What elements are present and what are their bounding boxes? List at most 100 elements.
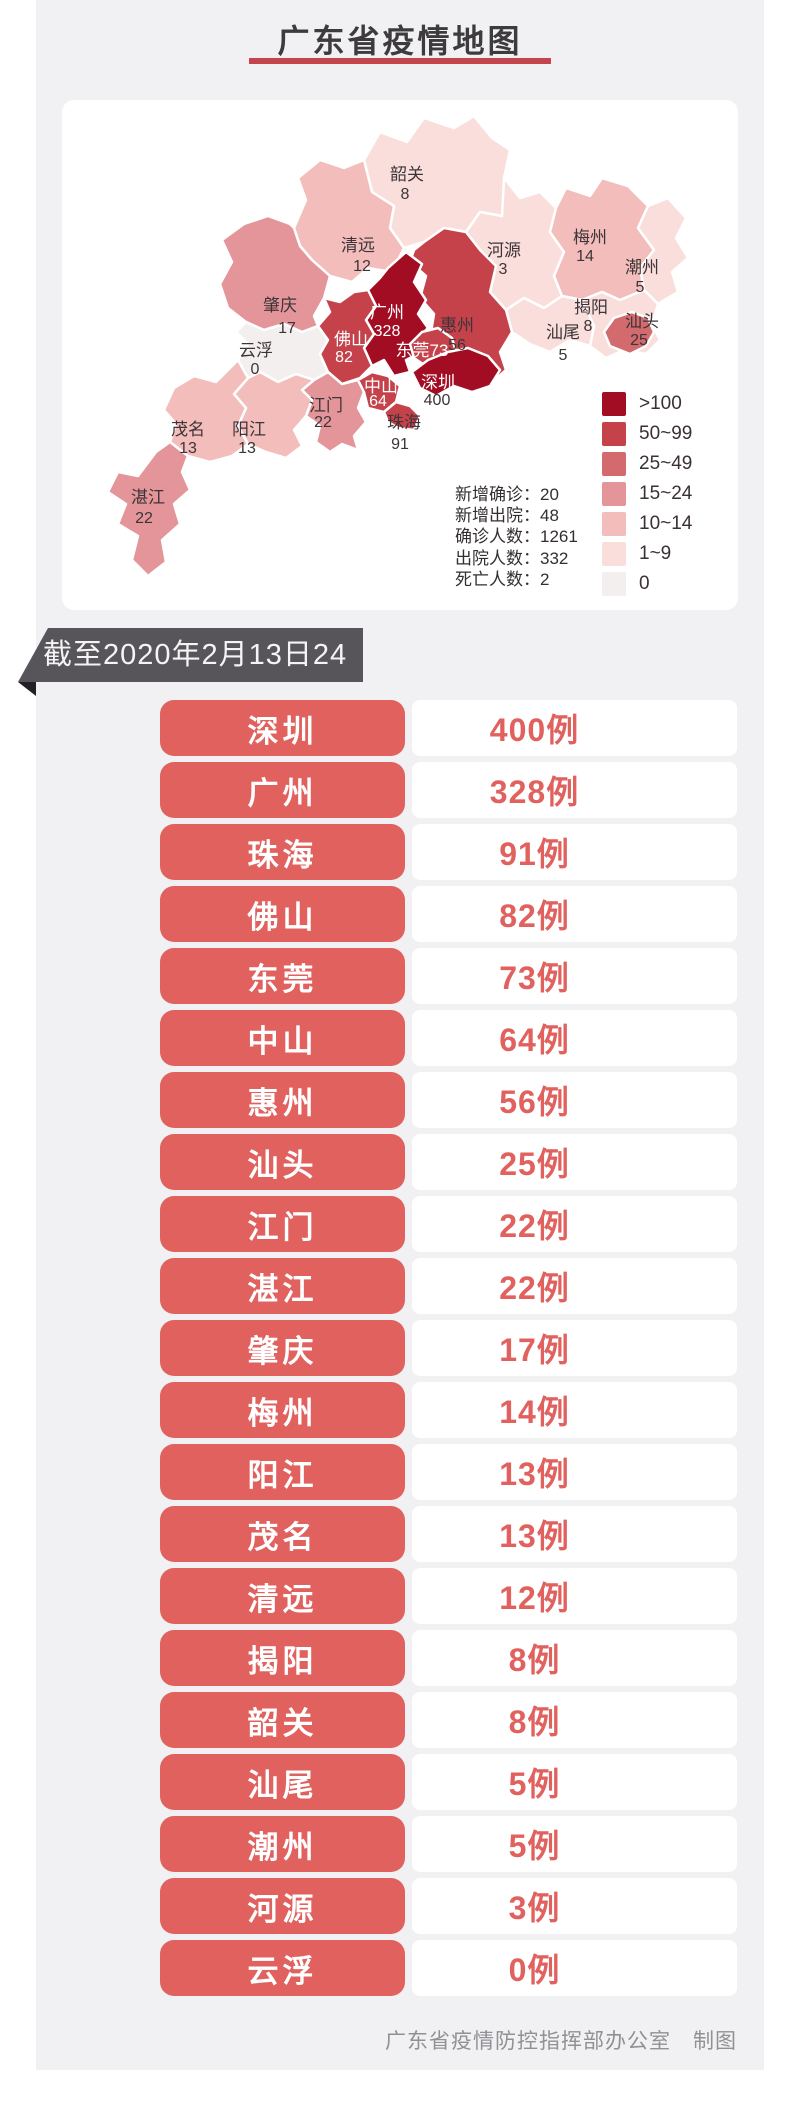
city-cell: 河源 [160, 1878, 405, 1934]
map-label-jiangmen: 江门 [309, 396, 343, 415]
city-cell: 肇庆 [160, 1320, 405, 1376]
legend-label: 15~24 [639, 483, 693, 504]
map-value-yangjiang: 13 [238, 440, 256, 457]
map-label-yangjiang: 阳江 [232, 420, 266, 439]
table-row: 佛山 82例 [160, 886, 737, 942]
city-cell: 中山 [160, 1010, 405, 1066]
map-value-qingyuan: 12 [353, 258, 371, 275]
map-label-foshan: 佛山 [334, 330, 368, 349]
count-cell: 13例 [412, 1444, 737, 1500]
legend-row: 25~49 [602, 449, 692, 479]
count-cell: 64例 [412, 1010, 737, 1066]
map-label-shenzhen: 深圳 [421, 373, 455, 392]
region-shenzhen [410, 346, 502, 398]
city-cell: 清远 [160, 1568, 405, 1624]
legend-row: >100 [602, 389, 692, 419]
map-label-zhongshan: 中山 [364, 377, 398, 396]
count-cell: 22例 [412, 1196, 737, 1252]
table-row: 清远 12例 [160, 1568, 737, 1624]
city-cell: 汕头 [160, 1134, 405, 1190]
region-shantou [602, 310, 656, 356]
count-cell: 82例 [412, 886, 737, 942]
count-cell: 22例 [412, 1258, 737, 1314]
stat-new-discharged: 新增出院：48 [455, 506, 559, 526]
table-row: 汕头 25例 [160, 1134, 737, 1190]
legend-label: >100 [639, 393, 682, 414]
count-cell: 328例 [412, 762, 737, 818]
legend-row: 50~99 [602, 419, 692, 449]
table-row: 汕尾 5例 [160, 1754, 737, 1810]
count-cell: 8例 [412, 1692, 737, 1748]
map-label-meizhou: 梅州 [573, 228, 607, 247]
table-row: 东莞 73例 [160, 948, 737, 1004]
map-label-yunfu: 云浮 [239, 341, 273, 360]
legend-swatch [602, 512, 626, 536]
legend-label: 0 [639, 573, 650, 594]
map-value-zhaoqing: 17 [278, 320, 296, 337]
region-huizhou [408, 226, 514, 386]
map-value-jiangmen: 22 [314, 414, 332, 431]
city-cell: 惠州 [160, 1072, 405, 1128]
choropleth-map: 韶关 8 清远 12 河源 3 梅州 14 潮州 5 揭阳 8 汕头 25 汕尾… [106, 114, 690, 578]
title-underline [249, 58, 551, 64]
legend-label: 1~9 [639, 543, 672, 564]
map-value-zhuhai: 91 [391, 436, 409, 453]
legend-label: 10~14 [639, 513, 693, 534]
table-row: 惠州 56例 [160, 1072, 737, 1128]
count-cell: 5例 [412, 1754, 737, 1810]
count-cell: 0例 [412, 1940, 737, 1996]
city-cell: 东莞 [160, 948, 405, 1004]
map-label-dongguan: 东莞73 [396, 341, 449, 360]
table-row: 肇庆 17例 [160, 1320, 737, 1376]
legend-swatch [602, 452, 626, 476]
map-label-chaozhou: 潮州 [625, 258, 659, 277]
table-row: 中山 64例 [160, 1010, 737, 1066]
map-label-zhuhai: 珠海 [387, 413, 421, 432]
count-cell: 13例 [412, 1506, 737, 1562]
map-label-shaoguan: 韶关 [390, 165, 424, 184]
map-value-shantou: 25 [630, 332, 648, 349]
region-shanwei [504, 294, 596, 354]
count-cell: 400例 [412, 700, 737, 756]
city-cell: 梅州 [160, 1382, 405, 1438]
map-value-chaozhou: 5 [636, 279, 645, 296]
legend-row: 15~24 [602, 479, 692, 509]
count-cell: 5例 [412, 1816, 737, 1872]
map-value-heyuan: 3 [499, 261, 508, 278]
legend-swatch [602, 422, 626, 446]
table-row: 潮州 5例 [160, 1816, 737, 1872]
count-cell: 3例 [412, 1878, 737, 1934]
map-value-shaoguan: 8 [401, 186, 410, 203]
map-value-zhongshan: 64 [369, 393, 387, 410]
stats-block: 新增确诊：20 新增出院：48 确诊人数：1261 出院人数：332 死亡人数：… [455, 484, 578, 590]
map-value-foshan: 82 [335, 349, 353, 366]
count-cell: 8例 [412, 1630, 737, 1686]
legend-row: 10~14 [602, 509, 692, 539]
legend-swatch [602, 572, 626, 596]
map-card: 韶关 8 清远 12 河源 3 梅州 14 潮州 5 揭阳 8 汕头 25 汕尾… [62, 100, 738, 610]
region-zhanjiang [106, 440, 192, 578]
city-cell: 潮州 [160, 1816, 405, 1872]
city-ranking-table: 深圳 400例 广州 328例 珠海 91例 佛山 82例 东莞 73例 中山 64例 惠州… [160, 700, 737, 2002]
city-cell: 佛山 [160, 886, 405, 942]
legend-row: 0 [602, 569, 692, 599]
city-cell: 江门 [160, 1196, 405, 1252]
table-row: 江门 22例 [160, 1196, 737, 1252]
stat-new-confirmed: 新增确诊：20 [455, 485, 559, 504]
map-label-shantou: 汕头 [625, 312, 659, 331]
count-cell: 91例 [412, 824, 737, 880]
table-row: 云浮 0例 [160, 1940, 737, 1996]
region-zhongshan [356, 370, 402, 414]
region-zhuhai [382, 400, 422, 432]
city-cell: 深圳 [160, 700, 405, 756]
legend-row: 1~9 [602, 539, 692, 569]
table-row: 湛江 22例 [160, 1258, 737, 1314]
table-row: 揭阳 8例 [160, 1630, 737, 1686]
map-label-zhaoqing: 肇庆 [263, 296, 297, 315]
map-value-shanwei: 5 [559, 347, 568, 364]
city-cell: 茂名 [160, 1506, 405, 1562]
map-value-guangzhou: 328 [374, 323, 401, 340]
city-cell: 云浮 [160, 1940, 405, 1996]
stat-deaths: 死亡人数：2 [455, 569, 550, 589]
